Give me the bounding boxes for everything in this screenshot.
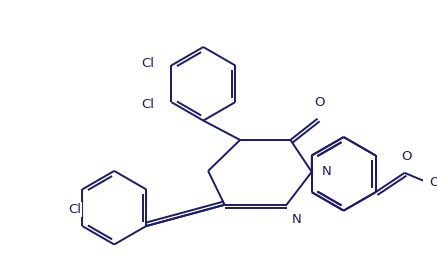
Text: N: N (321, 165, 331, 178)
Text: O: O (314, 96, 325, 109)
Text: O: O (429, 176, 437, 189)
Text: Cl: Cl (141, 57, 154, 70)
Text: O: O (401, 150, 412, 163)
Text: Cl: Cl (141, 98, 154, 111)
Text: N: N (291, 213, 301, 225)
Text: Cl: Cl (68, 203, 81, 216)
